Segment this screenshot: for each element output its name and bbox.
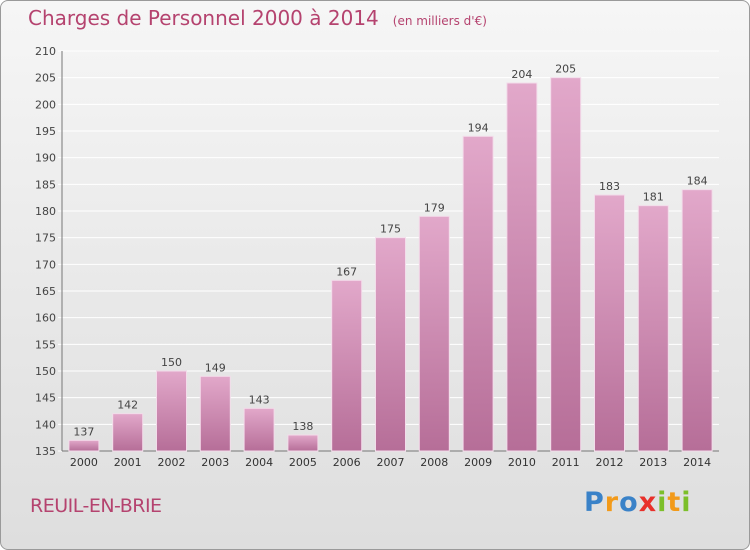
bar-value-label: 205 xyxy=(555,63,576,76)
y-tick-label: 165 xyxy=(35,285,56,298)
bar xyxy=(68,439,100,452)
commune-name: REUIL-EN-BRIE xyxy=(30,495,162,517)
bar xyxy=(462,135,494,452)
bar xyxy=(199,375,231,452)
bar xyxy=(550,77,582,452)
bar xyxy=(594,194,625,452)
x-tick-label: 2013 xyxy=(639,456,667,469)
bar-value-label: 184 xyxy=(687,175,708,188)
y-tick-label: 155 xyxy=(35,338,56,351)
logo-letter: o xyxy=(619,487,639,518)
y-tick-label: 160 xyxy=(35,312,56,325)
y-tick-label: 190 xyxy=(35,152,56,165)
bar xyxy=(287,434,319,452)
logo-letter: P xyxy=(584,487,605,518)
y-tick-label: 150 xyxy=(35,365,56,378)
y-tick-label: 170 xyxy=(35,258,56,271)
chart-title: Charges de Personnel 2000 à 2014 (en mill… xyxy=(28,6,487,30)
x-tick-label: 2000 xyxy=(70,456,98,469)
y-tick-label: 205 xyxy=(35,72,56,85)
y-tick-label: 210 xyxy=(35,45,56,58)
x-tick-label: 2008 xyxy=(420,456,448,469)
bar-value-label: 137 xyxy=(73,425,94,438)
y-tick-label: 200 xyxy=(35,98,56,111)
x-tick-label: 2002 xyxy=(158,456,186,469)
bar xyxy=(243,407,275,452)
x-tick-label: 2001 xyxy=(114,456,142,469)
y-tick-label: 195 xyxy=(35,125,56,138)
logo-letter: x xyxy=(638,487,658,518)
bar-value-label: 142 xyxy=(117,399,138,412)
title-text: Charges de Personnel 2000 à 2014 xyxy=(28,6,379,30)
bar-value-label: 181 xyxy=(643,191,664,204)
logo-letter: i xyxy=(681,487,692,518)
x-tick-label: 2009 xyxy=(464,456,492,469)
x-tick-label: 2004 xyxy=(245,456,273,469)
bar-value-label: 204 xyxy=(511,68,532,81)
chart-subtitle: (en milliers d'€) xyxy=(392,14,487,28)
logo-letter: i xyxy=(657,487,668,518)
bar-value-label: 149 xyxy=(205,361,226,374)
bar-value-label: 143 xyxy=(249,393,270,406)
y-tick-label: 140 xyxy=(35,418,56,431)
bar xyxy=(112,413,144,452)
logo-letter: r xyxy=(604,487,620,518)
x-tick-label: 2011 xyxy=(552,456,580,469)
x-tick-label: 2006 xyxy=(333,456,361,469)
bar-value-label: 179 xyxy=(424,201,445,214)
bar-value-label: 138 xyxy=(292,420,313,433)
y-tick-label: 175 xyxy=(35,232,56,245)
x-tick-label: 2003 xyxy=(201,456,229,469)
bar-value-label: 194 xyxy=(468,121,489,134)
bar xyxy=(506,82,538,452)
y-tick-label: 135 xyxy=(35,445,56,458)
bar-value-label: 150 xyxy=(161,356,182,369)
logo-letter: t xyxy=(667,487,682,518)
bar xyxy=(331,279,363,452)
x-tick-label: 2012 xyxy=(596,456,624,469)
bar xyxy=(681,189,713,452)
bar-value-label: 183 xyxy=(599,180,620,193)
x-tick-label: 2010 xyxy=(508,456,536,469)
x-tick-label: 2005 xyxy=(289,456,317,469)
x-tick-label: 2014 xyxy=(683,456,711,469)
y-tick-label: 145 xyxy=(35,392,56,405)
bar xyxy=(375,237,406,452)
proxiti-logo[interactable]: Proxiti xyxy=(584,487,692,518)
x-tick-label: 2007 xyxy=(377,456,405,469)
y-tick-label: 180 xyxy=(35,205,56,218)
bar-value-label: 175 xyxy=(380,223,401,236)
bar xyxy=(156,370,187,452)
bar xyxy=(418,215,450,452)
y-tick-label: 185 xyxy=(35,178,56,191)
bar-value-label: 167 xyxy=(336,265,357,278)
bar xyxy=(637,205,669,452)
